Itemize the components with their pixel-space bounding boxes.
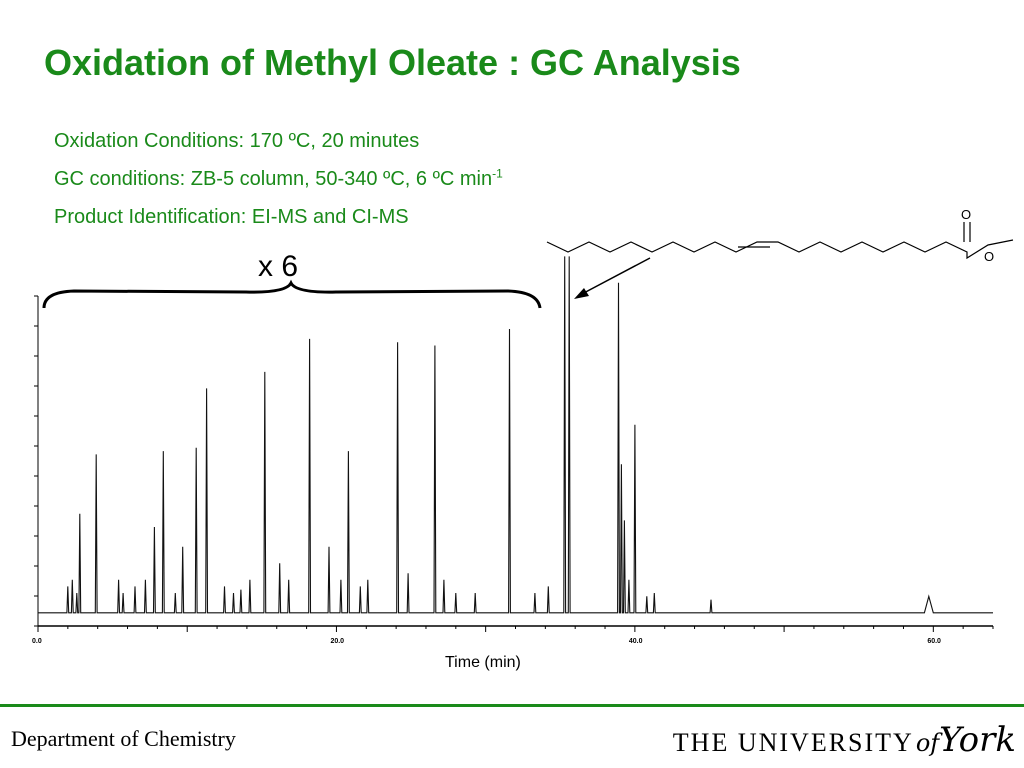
product-identification-text: Product Identification: EI-MS and CI-MS	[54, 206, 409, 228]
carbonyl-oxygen-label: O	[961, 207, 971, 222]
x-tick-label: 0.0	[32, 638, 42, 645]
university-logo-of: of	[915, 729, 940, 757]
structure-skeleton	[546, 239, 1014, 260]
gc-chromatogram: O O 0.0 20.0 40.0 60.0 Time (min)	[32, 207, 1014, 671]
methyl-oleate-structure: O O	[546, 207, 1014, 264]
x-tick-label: 40.0	[629, 638, 643, 645]
department-name: Department of Chemistry	[11, 726, 236, 751]
university-logo-main: THE UNIVERSITY	[672, 728, 914, 757]
peak-arrow-head	[574, 288, 589, 299]
peak-arrow	[574, 257, 651, 299]
gc-conditions-exponent: -1	[492, 166, 503, 181]
x-axis-tick-labels: 0.0 20.0 40.0 60.0	[32, 638, 941, 645]
slide-title: Oxidation of Methyl Oleate : GC Analysis	[44, 42, 741, 83]
x-tick-label: 20.0	[330, 638, 344, 645]
gc-conditions-text: GC conditions: ZB-5 column, 50-340 ºC, 6…	[54, 168, 493, 190]
scale-multiplier-label: x 6	[258, 250, 299, 283]
scale-brace	[42, 279, 542, 309]
x-tick-label: 60.0	[927, 638, 941, 645]
oxidation-conditions-text: Oxidation Conditions: 170 ºC, 20 minutes	[54, 130, 420, 152]
ester-oxygen-label: O	[984, 249, 994, 264]
y-axis-ticks	[34, 295, 38, 627]
chromatogram-trace	[38, 256, 993, 614]
x-axis-ticks	[37, 626, 994, 632]
footer-rule	[0, 704, 1024, 707]
conditions-block: Oxidation Conditions: 170 ºC, 20 minutes…	[54, 122, 503, 236]
university-logo-york: York	[939, 720, 1016, 760]
product-identification-line: Product Identification: EI-MS and CI-MS	[54, 198, 503, 236]
oxidation-conditions-line: Oxidation Conditions: 170 ºC, 20 minutes	[54, 122, 503, 160]
gc-conditions-line: GC conditions: ZB-5 column, 50-340 ºC, 6…	[54, 160, 503, 198]
x-axis-title: Time (min)	[445, 654, 521, 671]
university-logo: THE UNIVERSITYofYork	[673, 720, 1016, 760]
peak-arrow-shaft	[579, 257, 651, 296]
